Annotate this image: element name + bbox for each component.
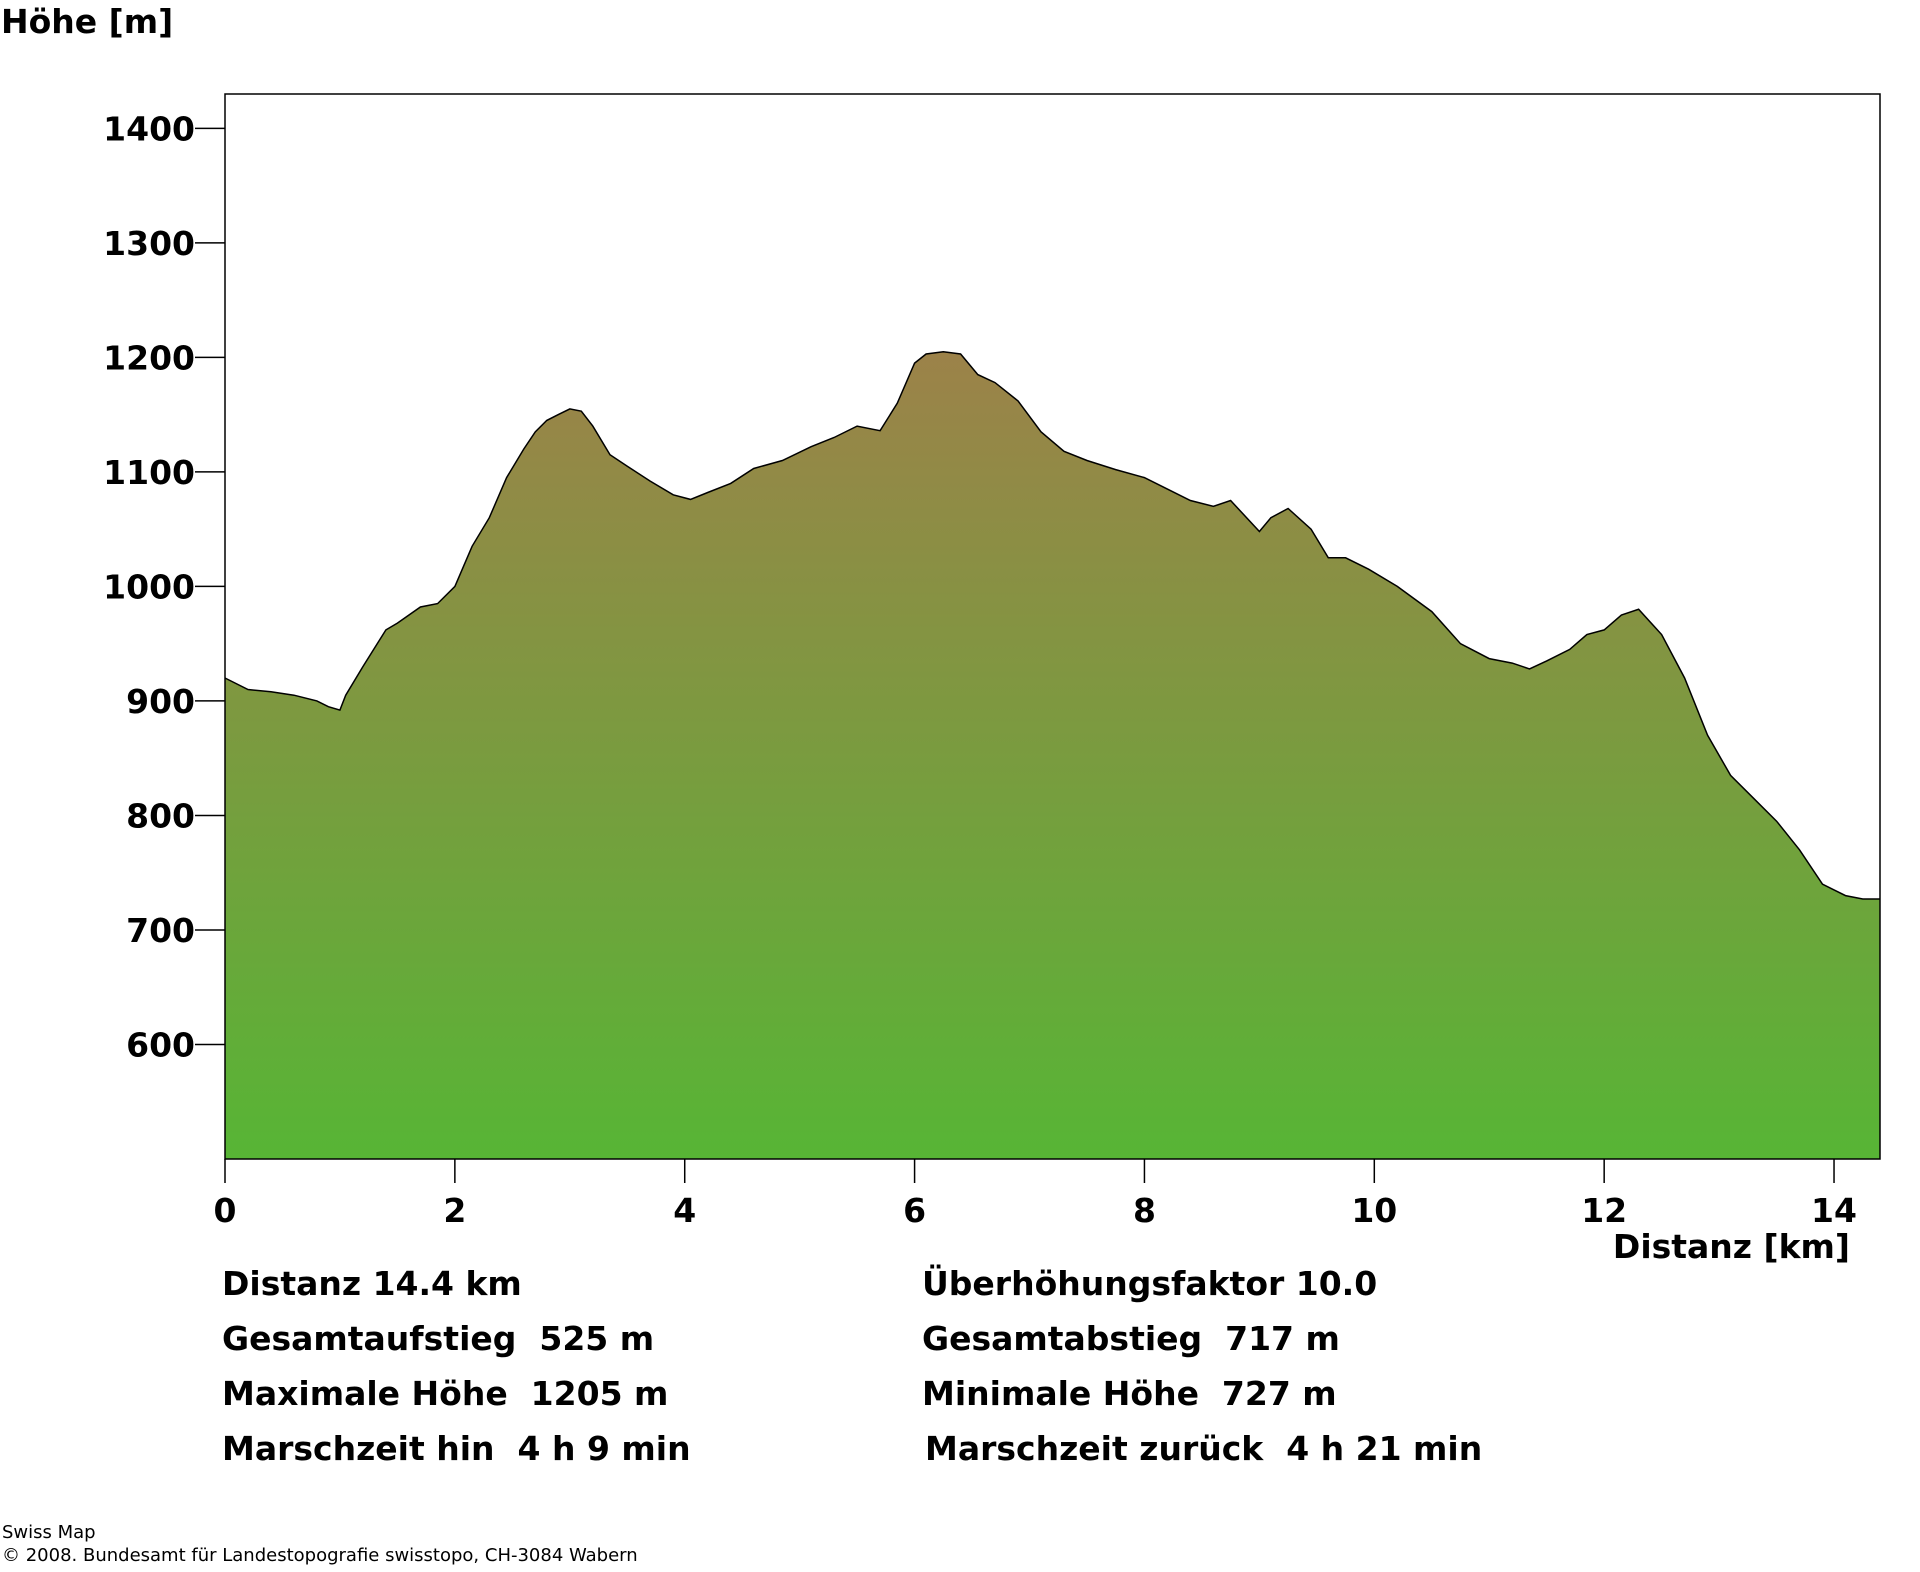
x-tick-label: 0 [214, 1191, 237, 1230]
credit-copyright: © 2008. Bundesamt für Landestopografie s… [2, 1545, 638, 1566]
y-tick-label: 600 [126, 1025, 195, 1064]
y-tick-label: 1100 [103, 453, 195, 492]
y-tick-label: 1400 [103, 109, 195, 148]
x-axis-title: Distanz [km] [1613, 1227, 1850, 1266]
stat-max-height: Maximale Höhe 1205 m [222, 1374, 669, 1413]
y-axis-title: Höhe [m] [1, 2, 173, 41]
stat-exaggeration-factor: Überhöhungsfaktor 10.0 [922, 1264, 1378, 1303]
elevation-line [224, 350, 1880, 900]
x-tick-label: 8 [1133, 1191, 1156, 1230]
x-tick-label: 14 [1811, 1191, 1857, 1230]
stat-total-descent: Gesamtabstieg 717 m [922, 1319, 1340, 1358]
y-tick-label: 1300 [103, 224, 195, 263]
x-tick-label: 4 [673, 1191, 696, 1230]
stat-time-back: Marschzeit zurück 4 h 21 min [925, 1429, 1483, 1468]
stat-distance: Distanz 14.4 km [222, 1264, 522, 1303]
y-tick-label: 800 [126, 796, 195, 835]
stat-time-forward: Marschzeit hin 4 h 9 min [222, 1429, 691, 1468]
stat-total-ascent: Gesamtaufstieg 525 m [222, 1319, 655, 1358]
y-tick-label: 1000 [103, 567, 195, 606]
stat-min-height: Minimale Höhe 727 m [922, 1374, 1337, 1413]
y-tick-label: 700 [126, 911, 195, 950]
x-tick-label: 2 [443, 1191, 466, 1230]
x-tick-label: 6 [903, 1191, 926, 1230]
credit-source: Swiss Map [2, 1522, 96, 1543]
plot-frame [224, 93, 1881, 1160]
elevation-area [225, 351, 1880, 1159]
y-tick-label: 900 [126, 682, 195, 721]
x-tick-label: 12 [1581, 1191, 1627, 1230]
x-tick-label: 10 [1351, 1191, 1397, 1230]
y-tick-label: 1200 [103, 338, 195, 377]
